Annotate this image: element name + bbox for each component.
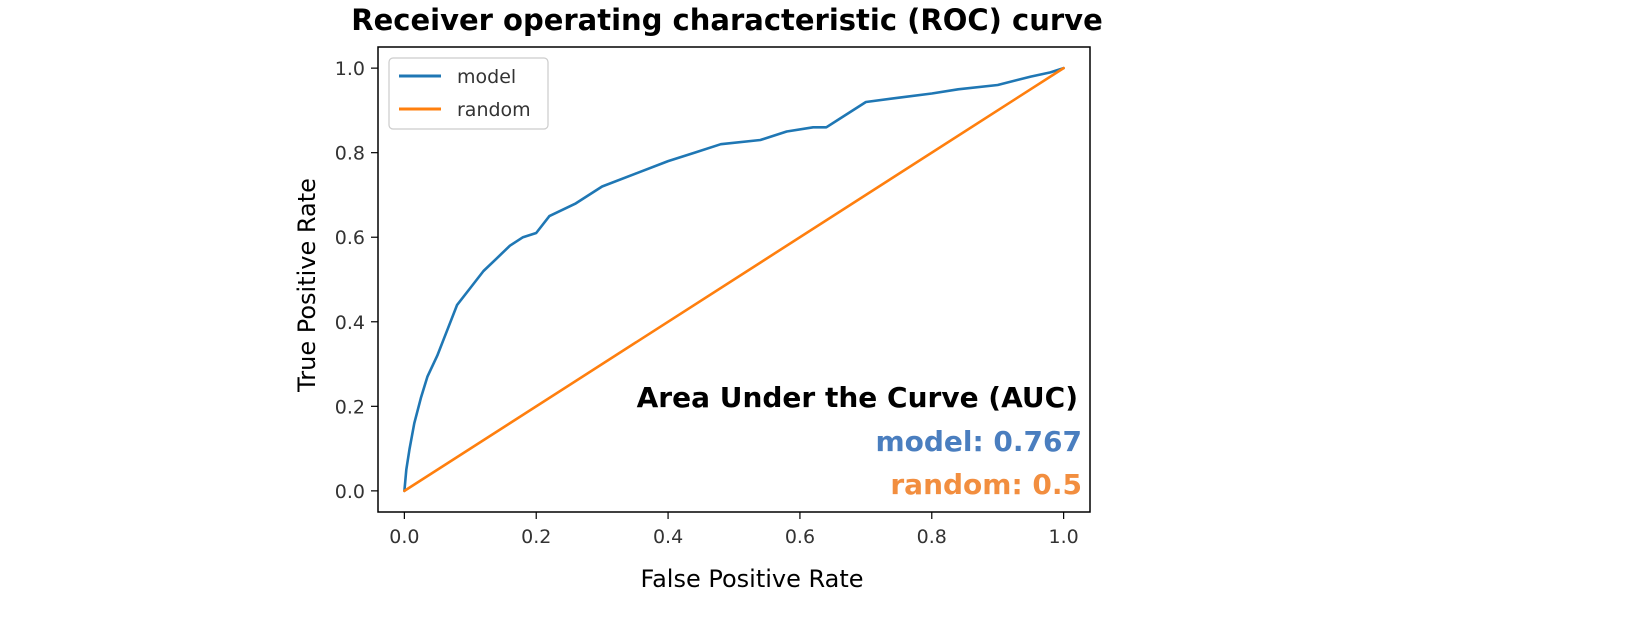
- y-tick-label: 0.4: [335, 312, 365, 334]
- y-tick-label: 0.2: [335, 396, 365, 418]
- auc-heading: Area Under the Curve (AUC): [637, 381, 1078, 414]
- auc-model-value: model: 0.767: [875, 425, 1082, 458]
- x-axis-label: False Positive Rate: [640, 565, 863, 593]
- legend: model random: [388, 57, 549, 130]
- x-tick-label: 0.0: [389, 526, 419, 548]
- x-tick-label: 0.4: [653, 526, 683, 548]
- x-tick-label: 0.6: [785, 526, 815, 548]
- series-line-random: [403, 66, 1065, 493]
- y-tick-label: 0.0: [335, 481, 365, 503]
- auc-annotation: Area Under the Curve (AUC) model: 0.767 …: [637, 381, 1082, 501]
- x-tick-label: 0.2: [521, 526, 551, 548]
- y-tick-label: 0.8: [335, 143, 365, 165]
- y-axis-label: True Positive Rate: [293, 178, 321, 393]
- auc-random-value: random: 0.5: [890, 468, 1082, 501]
- series-layer: [403, 66, 1065, 493]
- legend-label-model: model: [457, 66, 516, 88]
- series-line-model: [403, 66, 1065, 493]
- y-axis: 0.0 0.2 0.4 0.6 0.8 1.0: [335, 58, 378, 503]
- y-tick-label: 1.0: [335, 58, 365, 80]
- chart-title: Receiver operating characteristic (ROC) …: [351, 3, 1102, 37]
- y-tick-label: 0.6: [335, 227, 365, 249]
- x-axis: 0.0 0.2 0.4 0.6 0.8 1.0: [389, 512, 1079, 548]
- x-tick-label: 0.8: [917, 526, 947, 548]
- legend-label-random: random: [457, 99, 531, 121]
- x-tick-label: 1.0: [1049, 526, 1079, 548]
